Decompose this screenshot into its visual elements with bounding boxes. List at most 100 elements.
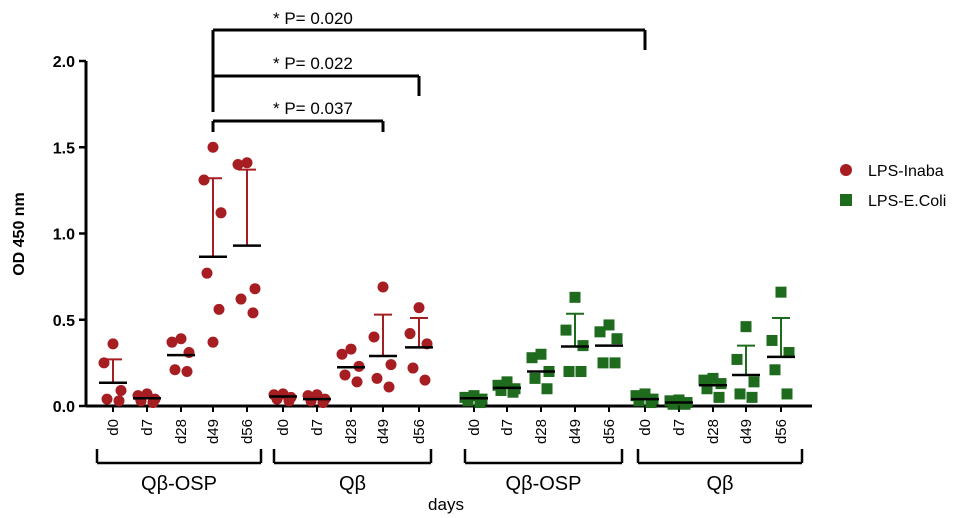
data-point [305, 395, 317, 407]
data-point [541, 383, 553, 395]
data-point [731, 353, 743, 365]
legend-label: LPS-Inaba [868, 163, 944, 180]
data-point [201, 267, 213, 279]
data-point [563, 366, 575, 377]
significance-label: * P= 0.020 [273, 9, 353, 28]
data-point [698, 374, 710, 386]
data-point [746, 391, 758, 403]
x-tick-label: d56 [773, 419, 790, 444]
data-marks [98, 141, 795, 410]
x-tick-label: d56 [411, 419, 428, 444]
x-tick-label: d49 [738, 419, 755, 444]
group-brackets: Qβ-OSP Qβ Qβ-OSP Qβ [95, 449, 804, 495]
significance-label: * P= 0.037 [273, 99, 353, 118]
data-point [679, 398, 691, 410]
data-point [407, 362, 419, 374]
data-point [198, 174, 210, 186]
data-point [645, 397, 657, 409]
data-point [474, 397, 486, 409]
data-point [175, 333, 187, 345]
data-point [98, 357, 110, 369]
data-point [345, 343, 357, 355]
data-point [113, 395, 125, 407]
x-tick-label: d28 [173, 419, 190, 444]
data-point [336, 348, 348, 360]
data-point [575, 366, 587, 377]
data-point [147, 397, 159, 409]
data-point [339, 369, 351, 381]
data-point [368, 331, 380, 343]
x-tick-label: d0 [105, 419, 122, 436]
data-point [181, 366, 193, 377]
data-point [611, 333, 623, 345]
data-point [594, 326, 606, 338]
data-point [468, 390, 480, 402]
x-tick-label: d49 [375, 419, 392, 444]
data-point [462, 395, 474, 407]
data-point [526, 352, 538, 364]
data-point [781, 388, 793, 400]
x-tick-label: d7 [499, 419, 516, 436]
data-point [107, 338, 119, 350]
data-point [748, 376, 760, 388]
data-point [783, 347, 795, 359]
data-point [169, 364, 181, 376]
data-point [569, 291, 581, 303]
data-point [213, 303, 225, 315]
data-point [775, 286, 787, 298]
data-point [713, 391, 725, 403]
x-axis-label: days [428, 495, 464, 514]
data-point [529, 372, 541, 384]
data-point [609, 357, 621, 369]
x-tick-label: d7 [309, 419, 326, 436]
x-tick-label: d7 [139, 419, 156, 436]
data-point [377, 281, 389, 293]
y-tick-label: 2.0 [53, 54, 75, 71]
data-point [283, 395, 295, 407]
data-point [707, 372, 719, 384]
data-point [351, 376, 363, 388]
data-point [404, 328, 416, 340]
x-ticks: d0 d7 d28 d49 d56 d0 d7 d28 d49 d56 d0 d7 d28 d49 d56 d… [105, 406, 790, 444]
x-tick-label: d0 [466, 419, 483, 436]
y-tick-label: 1.5 [53, 140, 75, 157]
data-point [603, 319, 615, 331]
data-point [667, 398, 679, 410]
data-point [371, 372, 383, 384]
y-tick-label: 1.0 [53, 227, 75, 244]
data-point [597, 357, 609, 369]
data-point [383, 381, 395, 393]
group-label: Qβ [706, 473, 733, 495]
data-point [235, 293, 247, 305]
y-axis-label: OD 450 nm [11, 192, 28, 276]
data-point [501, 376, 513, 388]
data-point [232, 159, 244, 170]
data-point [507, 386, 519, 398]
data-point [215, 207, 227, 219]
x-tick-label: d49 [567, 419, 584, 444]
data-point [207, 336, 219, 348]
x-tick-label: d56 [601, 419, 618, 444]
x-tick-label: d56 [239, 419, 256, 444]
legend-marker-circle [840, 164, 852, 176]
x-tick-label: d7 [671, 419, 688, 436]
data-point [247, 307, 259, 319]
legend-label: LPS-E.Coli [868, 193, 946, 210]
x-tick-label: d49 [205, 419, 222, 444]
data-point [495, 384, 507, 396]
y-tick-label: 0.0 [53, 399, 75, 416]
data-point [769, 364, 781, 376]
data-point [701, 383, 713, 395]
data-point [560, 324, 572, 336]
data-point [535, 348, 547, 360]
group-label: Qβ-OSP [506, 473, 582, 495]
data-point [673, 394, 685, 406]
data-point [101, 393, 113, 405]
data-point [183, 347, 195, 359]
y-tick-label: 0.5 [53, 313, 75, 330]
x-tick-label: d28 [533, 419, 550, 444]
data-point [166, 336, 178, 348]
data-point [241, 157, 253, 169]
x-tick-label: d0 [275, 419, 292, 436]
